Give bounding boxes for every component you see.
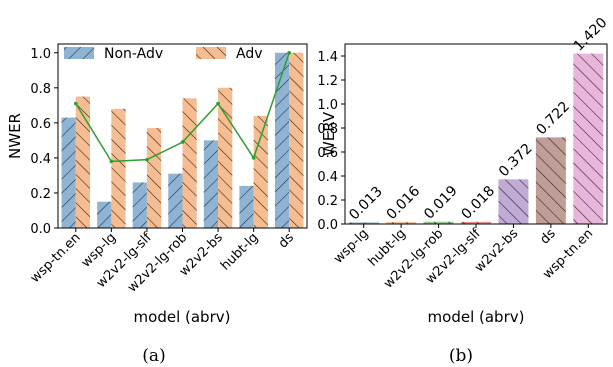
y-tick-label: 1.2 xyxy=(317,74,338,89)
y-tick-label: 0.2 xyxy=(30,187,51,202)
y-tick-label: 0.8 xyxy=(30,82,51,97)
bar-adv-w2v2-bs-hatch xyxy=(218,87,233,228)
bar-non-adv-hubt-lg-hatch xyxy=(239,185,254,228)
y-tick-label: 0.4 xyxy=(317,170,338,185)
value-label-w2v2-bs: 0.372 xyxy=(496,141,536,181)
bar-adv-wsp-lg-hatch xyxy=(111,108,126,228)
value-label-w2v2-lg-slf: 0.018 xyxy=(459,183,499,223)
werv-caption: (b) xyxy=(449,346,473,366)
value-label-wsp-tn-en: 1.420 xyxy=(571,15,611,55)
legend-swatch-adv-hatch xyxy=(196,47,226,59)
value-label-ds: 0.722 xyxy=(533,99,573,139)
legend-label-non-adv: Non-Adv xyxy=(104,46,163,62)
bar-adv-ds-hatch xyxy=(289,52,304,229)
bar-hubt-lg-hatch xyxy=(386,222,417,224)
werv-bars xyxy=(348,53,604,224)
bar-non-adv-w2v2-bs-hatch xyxy=(203,140,219,228)
legend-swatch-non-adv-hatch xyxy=(64,47,94,59)
bar-non-adv-ds-hatch xyxy=(274,52,290,229)
nwer-x-axis-label: model (abrv) xyxy=(134,308,231,326)
werv-x-axis-label: model (abrv) xyxy=(428,308,525,326)
y-tick-label: 0.6 xyxy=(317,146,338,161)
nwer-y-axis: 0.0 0.2 0.4 0.6 0.8 1.0 xyxy=(30,47,58,237)
bar-non-adv-w2v2-lg-rob-hatch xyxy=(168,173,183,228)
bar-wsp-lg-hatch xyxy=(348,222,379,224)
nwer-chart: 0.0 0.2 0.4 0.6 0.8 1.0 wsp-tn.enwsp-lgw2v2-l… xyxy=(6,43,308,366)
y-tick-label: 1.4 xyxy=(317,50,338,65)
y-tick-label: 0.0 xyxy=(30,222,51,237)
nwer-legend: Non-Adv Adv xyxy=(64,46,263,62)
bar-adv-w2v2-lg-rob-hatch xyxy=(182,98,197,228)
value-label-wsp-lg: 0.013 xyxy=(346,184,386,224)
value-label-hubt-lg: 0.016 xyxy=(384,183,424,223)
bar-adv-wsp-tn-en-hatch xyxy=(75,96,91,228)
nwer-bars xyxy=(61,52,304,229)
bar-adv-hubt-lg-hatch xyxy=(253,115,268,228)
y-tick-label: 0.6 xyxy=(30,117,51,132)
y-tick-label: 1.0 xyxy=(317,98,338,113)
bar-ds-hatch xyxy=(535,137,566,224)
overlay-point-wsp-tn-en xyxy=(73,101,78,106)
overlay-point-ds xyxy=(287,50,292,55)
x-tick-label-ds: ds xyxy=(537,226,558,247)
bar-adv-w2v2-lg-slf-hatch xyxy=(146,128,162,228)
nwer-caption: (a) xyxy=(142,346,165,366)
y-tick-label: 0.2 xyxy=(317,194,338,209)
overlay-point-w2v2-bs xyxy=(216,101,220,106)
bar-w2v2-bs-hatch xyxy=(498,179,529,224)
value-label-w2v2-lg-rob: 0.019 xyxy=(421,183,461,223)
x-tick-label-ds: ds xyxy=(276,230,297,251)
legend-label-adv: Adv xyxy=(236,46,263,62)
bar-wsp-tn-en-hatch xyxy=(573,53,604,224)
bar-non-adv-wsp-lg-hatch xyxy=(97,201,112,228)
overlay-point-wsp-lg xyxy=(109,159,114,164)
bar-w2v2-lg-rob-hatch xyxy=(423,221,454,224)
nwer-overlay-line xyxy=(73,50,292,164)
werv-y-axis-label: WERV xyxy=(320,111,338,156)
bar-w2v2-lg-slf-hatch xyxy=(461,221,491,224)
overlay-point-w2v2-lg-rob xyxy=(180,140,185,144)
nwer-x-axis: wsp-tn.enwsp-lgw2v2-lg-slfw2v2-lg-robw2v… xyxy=(28,228,297,296)
werv-y-axis: 0.0 0.2 0.4 0.6 0.8 1.0 1.2 1.4 xyxy=(317,50,345,233)
nwer-y-axis-label: NWER xyxy=(6,113,24,159)
y-tick-label: 0.8 xyxy=(317,122,338,137)
y-tick-label: 0.4 xyxy=(30,152,51,167)
x-tick-label-wsp-tn-en: wsp-tn.en xyxy=(28,230,84,286)
werv-x-axis: wsp-lghubt-lgw2v2-lg-robw2v2-lg-slfw2v2-… xyxy=(331,224,596,292)
bar-non-adv-w2v2-lg-slf-hatch xyxy=(132,182,147,228)
overlay-point-hubt-lg xyxy=(251,156,256,160)
x-tick-label-hubt-lg: hubt-lg xyxy=(218,230,261,273)
bar-non-adv-wsp-tn-en-hatch xyxy=(61,117,76,228)
y-tick-label: 0.0 xyxy=(317,218,338,233)
y-tick-label: 1.0 xyxy=(30,47,51,62)
overlay-point-w2v2-lg-slf xyxy=(145,157,149,162)
